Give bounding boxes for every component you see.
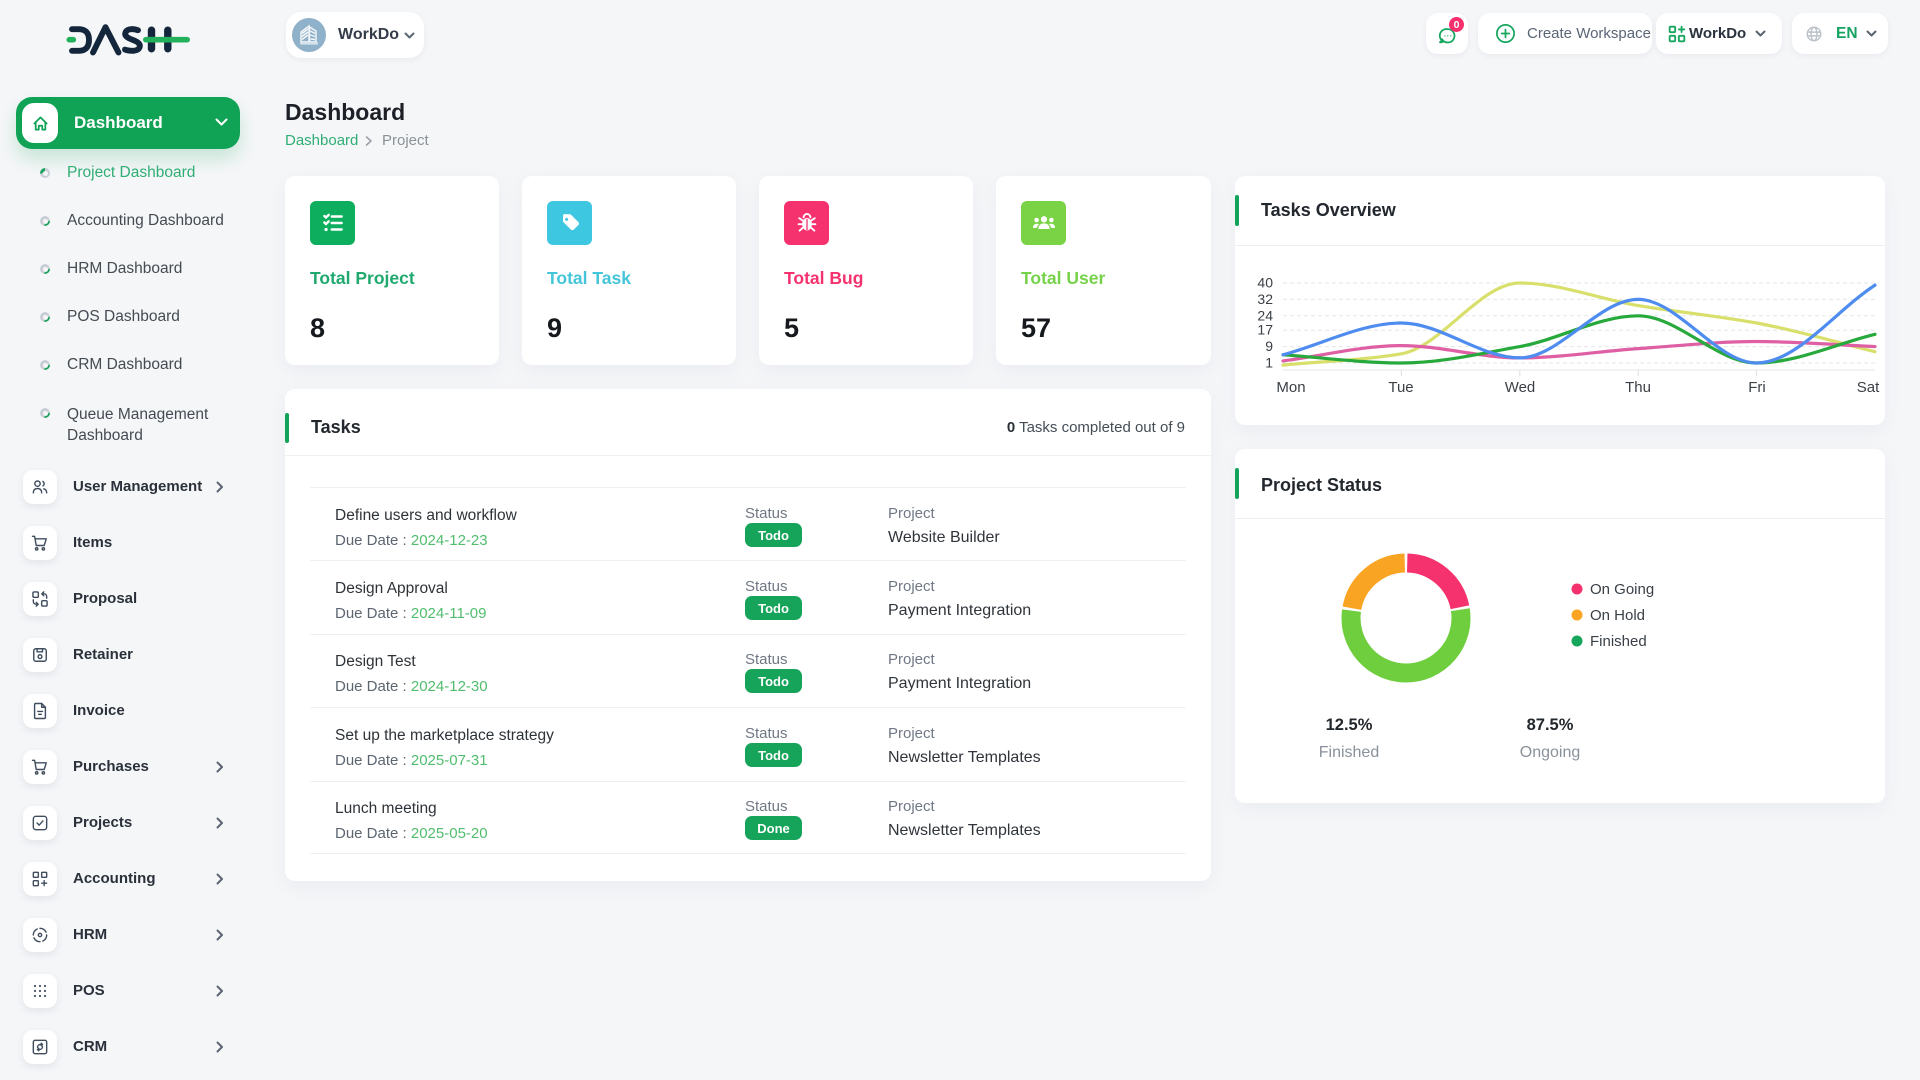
svg-text:Thu: Thu: [1625, 379, 1651, 396]
svg-text:32: 32: [1257, 291, 1273, 307]
svg-text:Sat: Sat: [1857, 379, 1880, 396]
svg-text:1: 1: [1265, 355, 1273, 371]
svg-text:Tue: Tue: [1388, 379, 1413, 396]
svg-text:24: 24: [1257, 307, 1273, 323]
svg-text:Wed: Wed: [1505, 379, 1536, 396]
svg-text:9: 9: [1265, 338, 1273, 354]
svg-text:Mon: Mon: [1276, 379, 1305, 396]
svg-text:17: 17: [1257, 322, 1273, 338]
svg-text:Fri: Fri: [1748, 379, 1766, 396]
svg-text:40: 40: [1257, 275, 1273, 291]
